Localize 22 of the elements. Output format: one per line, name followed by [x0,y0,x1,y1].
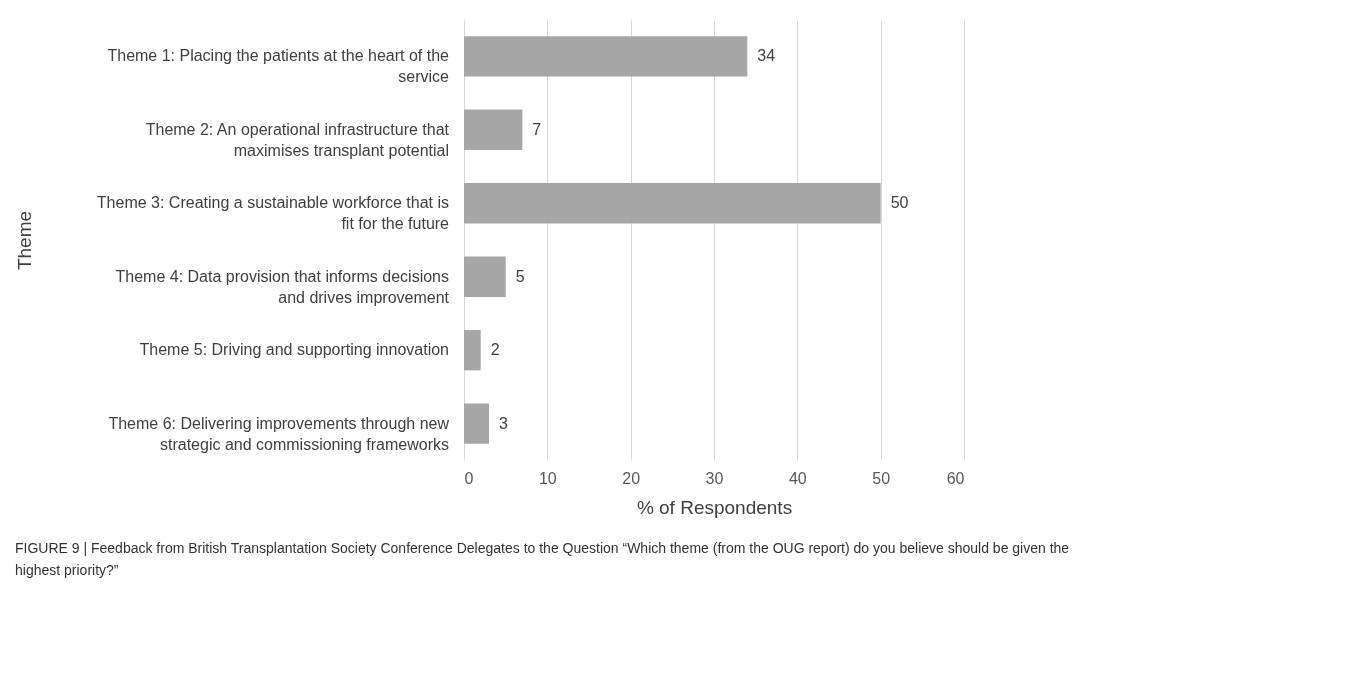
x-tick-label: 40 [788,469,807,487]
y-tick-label: Theme 2: An operational infrastructure that maximises transplant potential [145,120,450,159]
x-tick-label: 10 [538,469,557,487]
data-label: 50 [890,194,909,212]
x-tick-label: 50 [872,469,891,487]
data-label: 2 [490,341,500,359]
y-tick-label: Theme 5: Driving and supporting innovation [139,341,449,359]
x-tick-label: 20 [622,469,641,487]
x-tick-label: 0 [464,469,474,487]
y-tick-label: Theme 4: Data provision that informs decisions and drives improvement [115,267,450,306]
y-axis-title: Theme [13,210,35,271]
x-axis-title: % of Respondents [636,496,793,518]
data-label: 7 [532,120,542,138]
x-tick-label: 30 [705,469,724,487]
y-tick-label: Theme 3: Creating a sustainable workforce that is fit for the future [96,194,450,233]
data-label: 34 [757,47,776,65]
data-label: 5 [515,267,525,285]
caption: FIGURE 9 | Feedback from British Transplantation Society Conference Delegates to the Question “Which theme (from the OUG report) do you believe should be given the highest priority?” [15,540,1070,578]
x-tick-label: 60 [946,469,965,487]
y-tick-label: Theme 6: Delivering improvements through new strategic and commissioning frameworks [108,414,450,453]
y-tick-label: Theme 1: Placing the patients at the heart of the service [107,47,450,86]
data-label: 3 [499,414,508,432]
